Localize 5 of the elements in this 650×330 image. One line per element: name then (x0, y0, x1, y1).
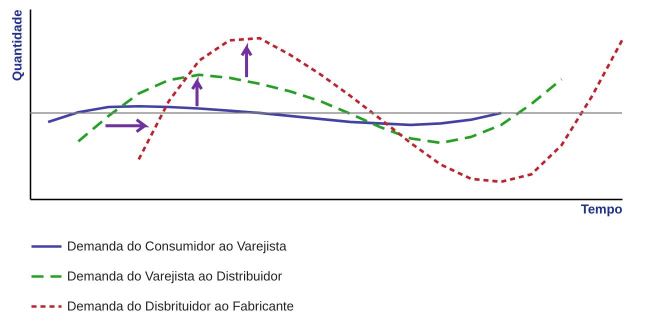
legend-label: Demanda do Disbrituidor ao Fabricante (67, 298, 294, 314)
y-axis-title: Quantidade (10, 10, 24, 82)
legend-label: Demanda do Consumidor ao Varejista (67, 238, 288, 254)
x-axis-title: Tempo (580, 202, 623, 216)
legend-label: Demanda do Varejista ao Distribuidor (67, 268, 283, 284)
